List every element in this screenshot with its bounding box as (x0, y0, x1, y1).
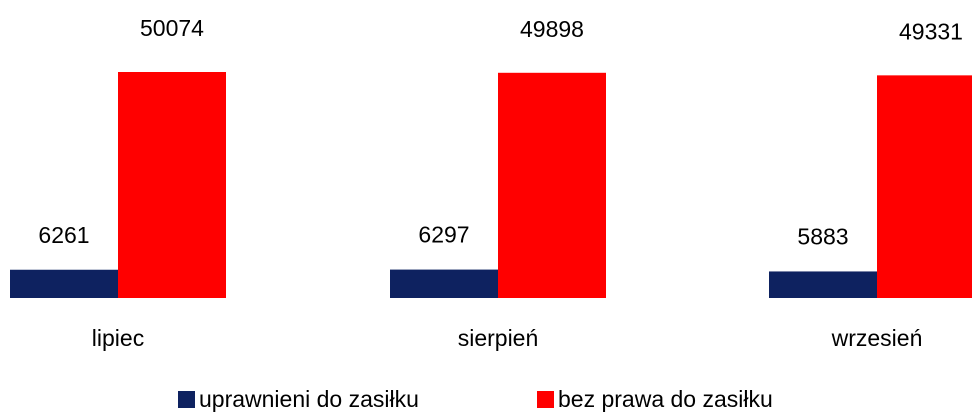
legend-swatch (178, 391, 195, 408)
bar (10, 269, 118, 298)
value-label: 50074 (140, 15, 204, 41)
x-tick-label: lipiec (92, 325, 144, 351)
bar (498, 72, 606, 298)
x-tick-label: sierpień (458, 325, 539, 351)
bar (769, 271, 877, 298)
value-label: 6297 (418, 222, 469, 248)
legend-label: uprawnieni do zasiłku (199, 386, 419, 412)
x-tick-label: wrzesień (831, 325, 923, 351)
value-label: 49331 (899, 18, 963, 44)
bar (877, 75, 972, 298)
bar (118, 72, 226, 298)
bar (390, 269, 498, 298)
legend-swatch (537, 391, 554, 408)
legend-label: bez prawa do zasiłku (558, 386, 773, 412)
value-label: 6261 (38, 222, 89, 248)
value-label: 5883 (797, 224, 848, 250)
value-label: 49898 (520, 16, 584, 42)
